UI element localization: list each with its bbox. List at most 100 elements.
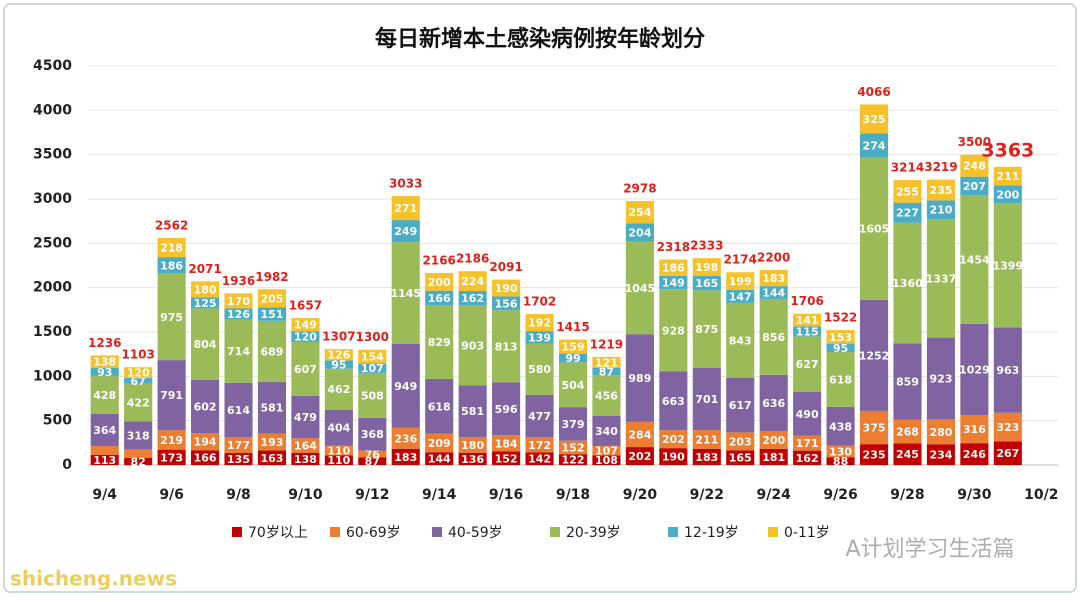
data-label: 234 <box>929 449 952 462</box>
total-label: 1236 <box>88 336 121 350</box>
bar-segment <box>90 375 119 414</box>
bar-segment <box>659 275 688 290</box>
y-tick-label: 3500 <box>33 147 72 163</box>
bar-segment <box>926 337 955 420</box>
data-label: 147 <box>729 290 752 303</box>
bar-segment <box>124 421 153 450</box>
bar-segment <box>926 419 955 445</box>
data-label: 82 <box>131 455 146 468</box>
bar-segment <box>592 375 621 416</box>
data-label: 245 <box>896 448 919 461</box>
bar-segment <box>726 302 755 378</box>
bar-segment <box>291 331 320 342</box>
bar-segment <box>558 454 588 465</box>
bar-segment <box>124 457 153 465</box>
bar-segment <box>324 409 353 446</box>
data-label: 164 <box>294 439 317 452</box>
bar-segment <box>926 200 955 220</box>
bar-segment <box>759 448 788 465</box>
data-label: 142 <box>528 453 551 466</box>
bar-segment <box>391 242 420 344</box>
data-label: 856 <box>762 331 785 344</box>
total-label: 1936 <box>222 274 255 288</box>
bar-segment <box>592 445 621 456</box>
data-label: 200 <box>428 276 451 289</box>
bar-segment <box>759 286 788 299</box>
data-label: 183 <box>762 272 785 285</box>
data-label: 211 <box>695 433 718 446</box>
data-label: 963 <box>996 364 1019 377</box>
chart-title: 每日新增本土感染病例按年龄划分 <box>375 26 705 52</box>
bar-segment <box>157 237 186 258</box>
data-label: 99 <box>565 352 580 365</box>
bar-segment <box>826 457 855 465</box>
bar-segment <box>324 445 353 456</box>
total-label: 2318 <box>657 240 690 254</box>
bar-segment <box>793 326 822 337</box>
bar-segment <box>458 271 487 292</box>
data-label: 159 <box>562 341 585 354</box>
bar-segment <box>726 432 755 451</box>
bar-segment <box>592 455 621 465</box>
data-label: 120 <box>127 367 150 380</box>
data-label: 126 <box>227 308 250 321</box>
x-tick-label: 9/30 <box>957 487 992 503</box>
data-label: 618 <box>829 373 852 386</box>
bar-segment <box>291 341 320 396</box>
data-label: 211 <box>996 170 1019 183</box>
total-label: 1300 <box>356 330 389 344</box>
bar-segment <box>859 299 889 411</box>
bar-segment <box>525 314 554 332</box>
total-label: 3219 <box>924 160 957 174</box>
data-label: 219 <box>160 434 183 447</box>
data-label: 456 <box>595 390 618 403</box>
bar-segment <box>659 289 688 372</box>
bar-segment <box>793 435 822 451</box>
data-label: 162 <box>461 292 484 305</box>
bar-segment <box>124 377 153 384</box>
total-label: 2200 <box>757 250 790 264</box>
bar-segment <box>257 307 287 321</box>
data-label: 88 <box>833 455 848 468</box>
data-label: 438 <box>829 420 852 433</box>
total-label: 3214 <box>891 161 924 175</box>
bar-segment <box>492 279 521 297</box>
bar-segment <box>391 196 420 221</box>
data-label: 202 <box>662 433 685 446</box>
bar-segment <box>425 290 454 306</box>
bar-segment <box>993 412 1022 442</box>
data-label: 271 <box>394 202 417 215</box>
bar-segment <box>558 339 588 354</box>
x-tick-label: 9/20 <box>623 487 658 503</box>
total-label: 2562 <box>155 218 188 232</box>
legend-swatch <box>432 527 442 537</box>
bar-segment <box>960 195 989 324</box>
bar-segment <box>659 259 688 276</box>
data-label: 125 <box>194 297 217 310</box>
y-tick-label: 1500 <box>33 324 72 340</box>
bar-segment <box>692 275 721 291</box>
total-label: 2186 <box>456 252 489 266</box>
data-label: 190 <box>662 451 685 464</box>
total-label: 3033 <box>389 177 422 191</box>
data-label: 318 <box>127 429 150 442</box>
data-label: 183 <box>394 451 417 464</box>
data-label: 636 <box>762 397 785 410</box>
bar-segment <box>793 336 822 393</box>
data-label: 1454 <box>959 253 990 266</box>
x-tick-label: 9/14 <box>422 487 457 503</box>
data-label: 152 <box>562 441 585 454</box>
y-tick-label: 500 <box>43 413 72 429</box>
data-label: 1337 <box>926 272 957 285</box>
bar-segment <box>90 454 119 465</box>
data-label: 151 <box>260 308 283 321</box>
bar-segment <box>692 290 721 368</box>
data-label: 149 <box>294 319 317 332</box>
data-label: 248 <box>963 160 986 173</box>
bar-segment <box>525 331 554 344</box>
y-tick-label: 1000 <box>33 368 72 384</box>
bar-segment <box>525 437 554 453</box>
data-label: 989 <box>628 372 651 385</box>
x-tick-label: 9/18 <box>556 487 590 503</box>
bar-segment <box>324 349 353 361</box>
